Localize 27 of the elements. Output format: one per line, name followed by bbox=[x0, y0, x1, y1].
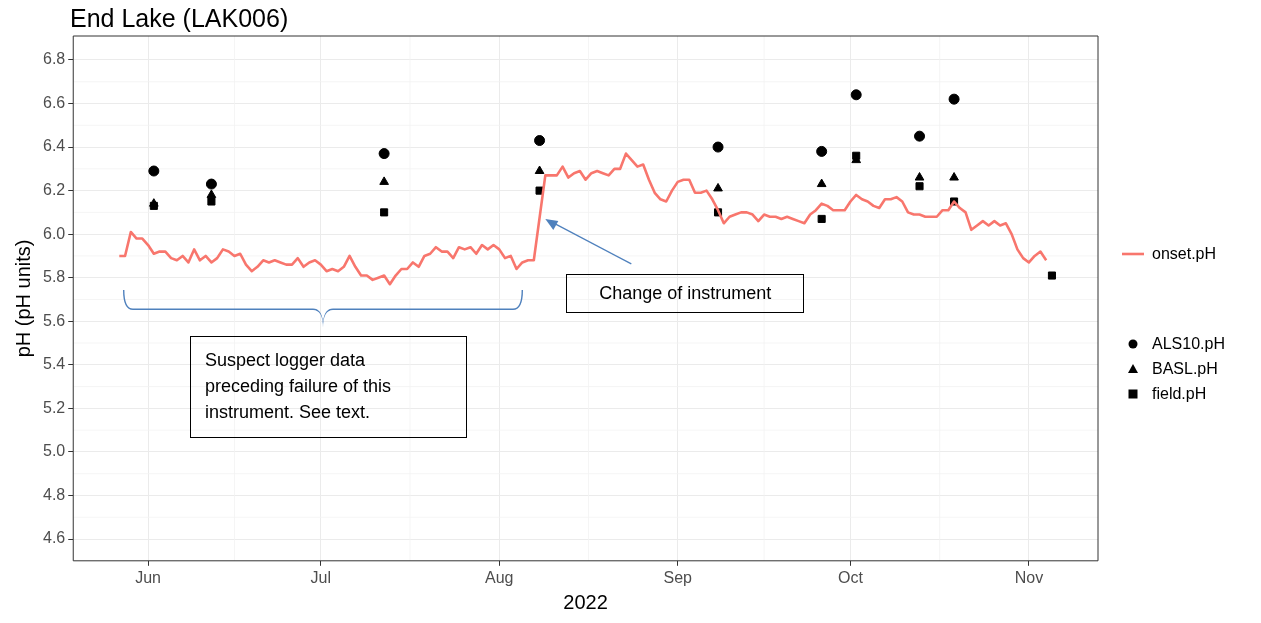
chart-title: End Lake (LAK006) bbox=[70, 4, 289, 33]
y-axis-title: pH (pH units) bbox=[11, 239, 34, 358]
y-tick-label: 5.4 bbox=[42, 355, 66, 373]
y-tick-label: 5.0 bbox=[42, 442, 66, 460]
legend-label: onset.pH bbox=[1152, 245, 1217, 263]
y-tick-label: 5.8 bbox=[42, 268, 66, 286]
x-tick-label: Jun bbox=[135, 568, 161, 586]
annotation: Suspect logger data preceding failure of this instrument. See text. bbox=[190, 336, 467, 438]
legend-label: ALS10.pH bbox=[1152, 335, 1225, 353]
y-tick-label: 5.6 bbox=[42, 311, 66, 329]
x-tick-label: Nov bbox=[1014, 568, 1044, 586]
x-tick-label: Aug bbox=[485, 568, 514, 586]
legend-label: BASL.pH bbox=[1152, 360, 1218, 378]
x-axis-title: 2022 bbox=[563, 590, 608, 613]
y-tick-label: 5.2 bbox=[42, 398, 66, 416]
annotation: Change of instrument bbox=[566, 273, 805, 313]
y-tick-label: 4.8 bbox=[42, 485, 66, 503]
y-tick-label: 6.8 bbox=[42, 50, 66, 68]
y-tick-label: 6.4 bbox=[42, 137, 66, 155]
x-tick-label: Jul bbox=[310, 568, 332, 586]
y-tick-label: 6.0 bbox=[42, 224, 66, 242]
y-tick-label: 6.6 bbox=[42, 93, 66, 111]
legend-label: field.pH bbox=[1152, 385, 1207, 403]
y-tick-label: 6.2 bbox=[42, 181, 66, 199]
x-tick-label: Oct bbox=[838, 568, 864, 586]
y-tick-label: 4.6 bbox=[42, 529, 66, 547]
x-tick-label: Sep bbox=[663, 568, 693, 586]
